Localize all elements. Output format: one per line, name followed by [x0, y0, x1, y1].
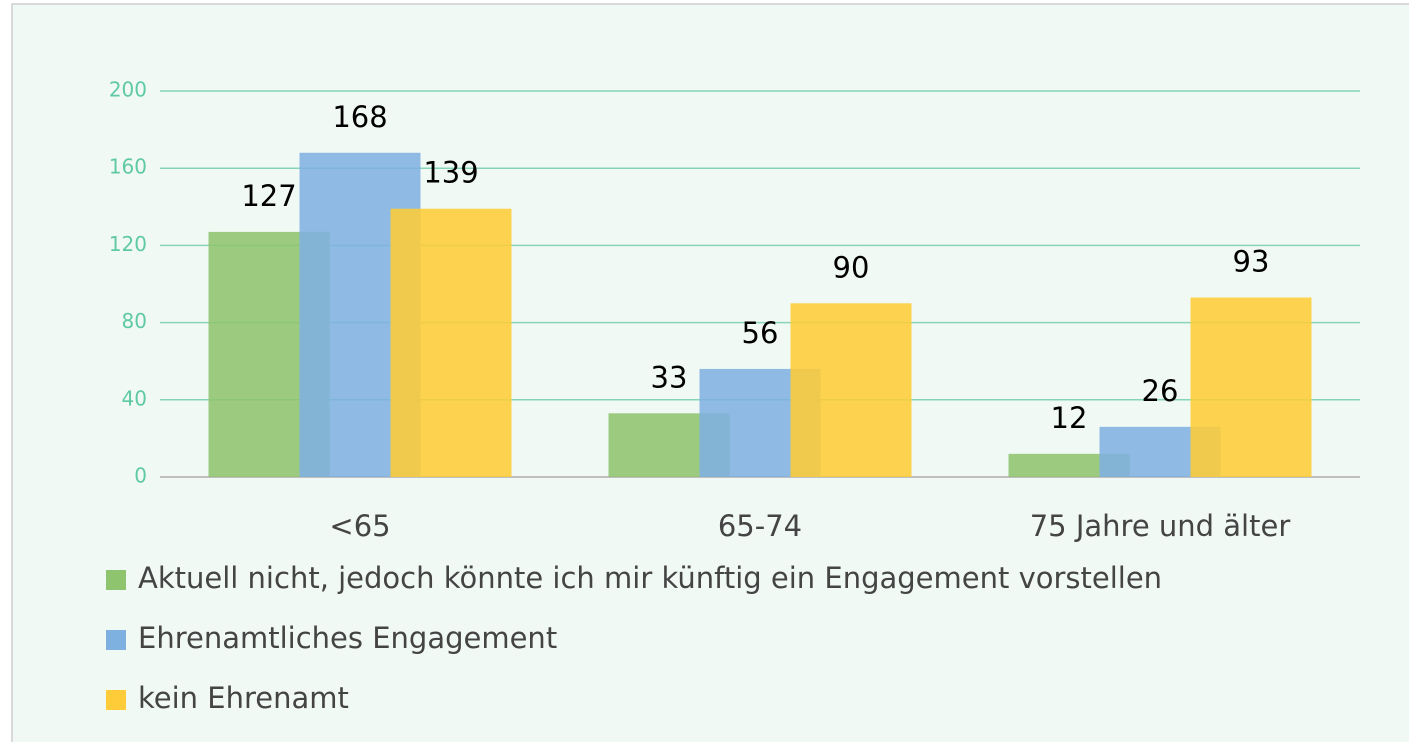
- data-label: 33: [651, 360, 688, 394]
- data-label: 168: [332, 100, 387, 134]
- x-tick-label: 75 Jahre und älter: [1030, 509, 1291, 543]
- y-tick-label: 80: [122, 309, 147, 333]
- y-tick-label: 200: [109, 78, 147, 102]
- legend-swatch: [106, 690, 126, 710]
- data-label: 90: [833, 250, 870, 284]
- data-label: 139: [423, 156, 478, 190]
- data-label: 56: [742, 316, 779, 350]
- data-label: 26: [1142, 374, 1179, 408]
- legend-label: Aktuell nicht, jedoch könnte ich mir kün…: [138, 561, 1162, 595]
- legend-label: Ehrenamtliches Engagement: [138, 621, 557, 655]
- y-tick-label: 160: [109, 155, 147, 179]
- data-label: 93: [1233, 245, 1270, 279]
- bar: [1190, 297, 1312, 477]
- data-label: 127: [241, 179, 296, 213]
- data-label: 12: [1051, 401, 1088, 435]
- legend-label: kein Ehrenamt: [138, 681, 349, 715]
- legend-swatch: [106, 630, 126, 650]
- bar: [390, 208, 512, 478]
- y-tick-label: 120: [109, 232, 147, 256]
- bar: [790, 303, 912, 477]
- bar: [1008, 453, 1130, 477]
- x-tick-label: 65-74: [718, 509, 802, 543]
- x-tick-label: <65: [329, 509, 390, 543]
- y-tick-label: 40: [122, 386, 147, 410]
- y-tick-label: 0: [134, 464, 147, 488]
- legend-swatch: [106, 570, 126, 590]
